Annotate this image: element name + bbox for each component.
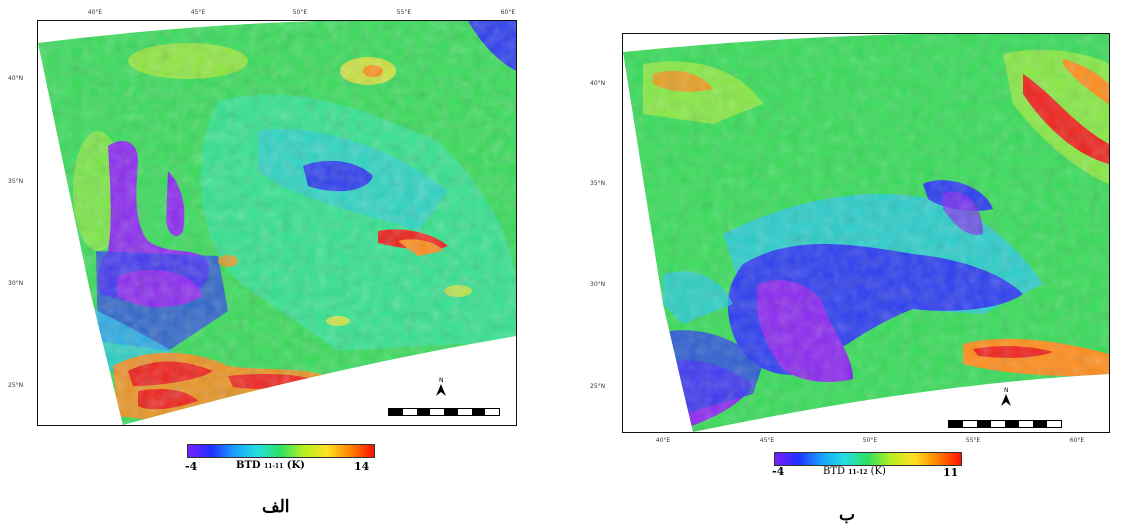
map-panel-b: 40°E 45°E 50°E 55°E 60°E 40°N 35°N 30°N … bbox=[575, 0, 1141, 527]
panel-caption: الف bbox=[262, 497, 290, 517]
map-panel-a: 40°E 45°E 50°E 55°E 60°E 40°N 35°N 30°N … bbox=[0, 0, 560, 527]
colorbar bbox=[187, 444, 375, 458]
colorbar-min: -4 bbox=[185, 460, 198, 473]
north-arrow-icon: N bbox=[436, 377, 446, 396]
colorbar bbox=[774, 452, 962, 466]
tick-label: 35°N bbox=[8, 178, 24, 185]
tick-label: 60°E bbox=[500, 9, 516, 16]
tick-label: 45°E bbox=[759, 437, 775, 444]
tick-label: 35°N bbox=[590, 180, 606, 187]
colorbar-min: -4 bbox=[772, 465, 785, 478]
tick-label: 30°N bbox=[8, 280, 24, 287]
north-arrow-icon: N bbox=[1001, 387, 1011, 406]
tick-label: 25°N bbox=[590, 383, 606, 390]
tick-label: 55°E bbox=[396, 9, 412, 16]
scale-bar bbox=[388, 408, 500, 416]
tick-label: 25°N bbox=[8, 382, 24, 389]
tick-label: 50°E bbox=[862, 437, 878, 444]
tick-label: 60°E bbox=[1069, 437, 1085, 444]
svg-text:N: N bbox=[439, 377, 444, 384]
svg-text:N: N bbox=[1004, 387, 1009, 394]
btd-map-b bbox=[623, 34, 1109, 432]
colorbar-max: 11 bbox=[943, 466, 959, 479]
colorbar-title: BTD 11-12 (K) bbox=[823, 466, 886, 477]
scale-bar bbox=[948, 420, 1062, 428]
panel-caption: ب bbox=[839, 505, 856, 525]
tick-label: 40°E bbox=[655, 437, 671, 444]
colorbar-max: 14 bbox=[354, 460, 370, 473]
tick-label: 45°E bbox=[190, 9, 206, 16]
map-frame: N bbox=[622, 33, 1110, 433]
tick-label: 40°N bbox=[590, 80, 606, 87]
map-frame: N bbox=[37, 20, 517, 426]
tick-label: 55°E bbox=[965, 437, 981, 444]
tick-label: 50°E bbox=[292, 9, 308, 16]
btd-map-a bbox=[38, 21, 516, 425]
tick-label: 30°N bbox=[590, 281, 606, 288]
tick-label: 40°N bbox=[8, 75, 24, 82]
colorbar-title: BTD 11-11 (K) bbox=[236, 460, 305, 471]
tick-label: 40°E bbox=[87, 9, 103, 16]
